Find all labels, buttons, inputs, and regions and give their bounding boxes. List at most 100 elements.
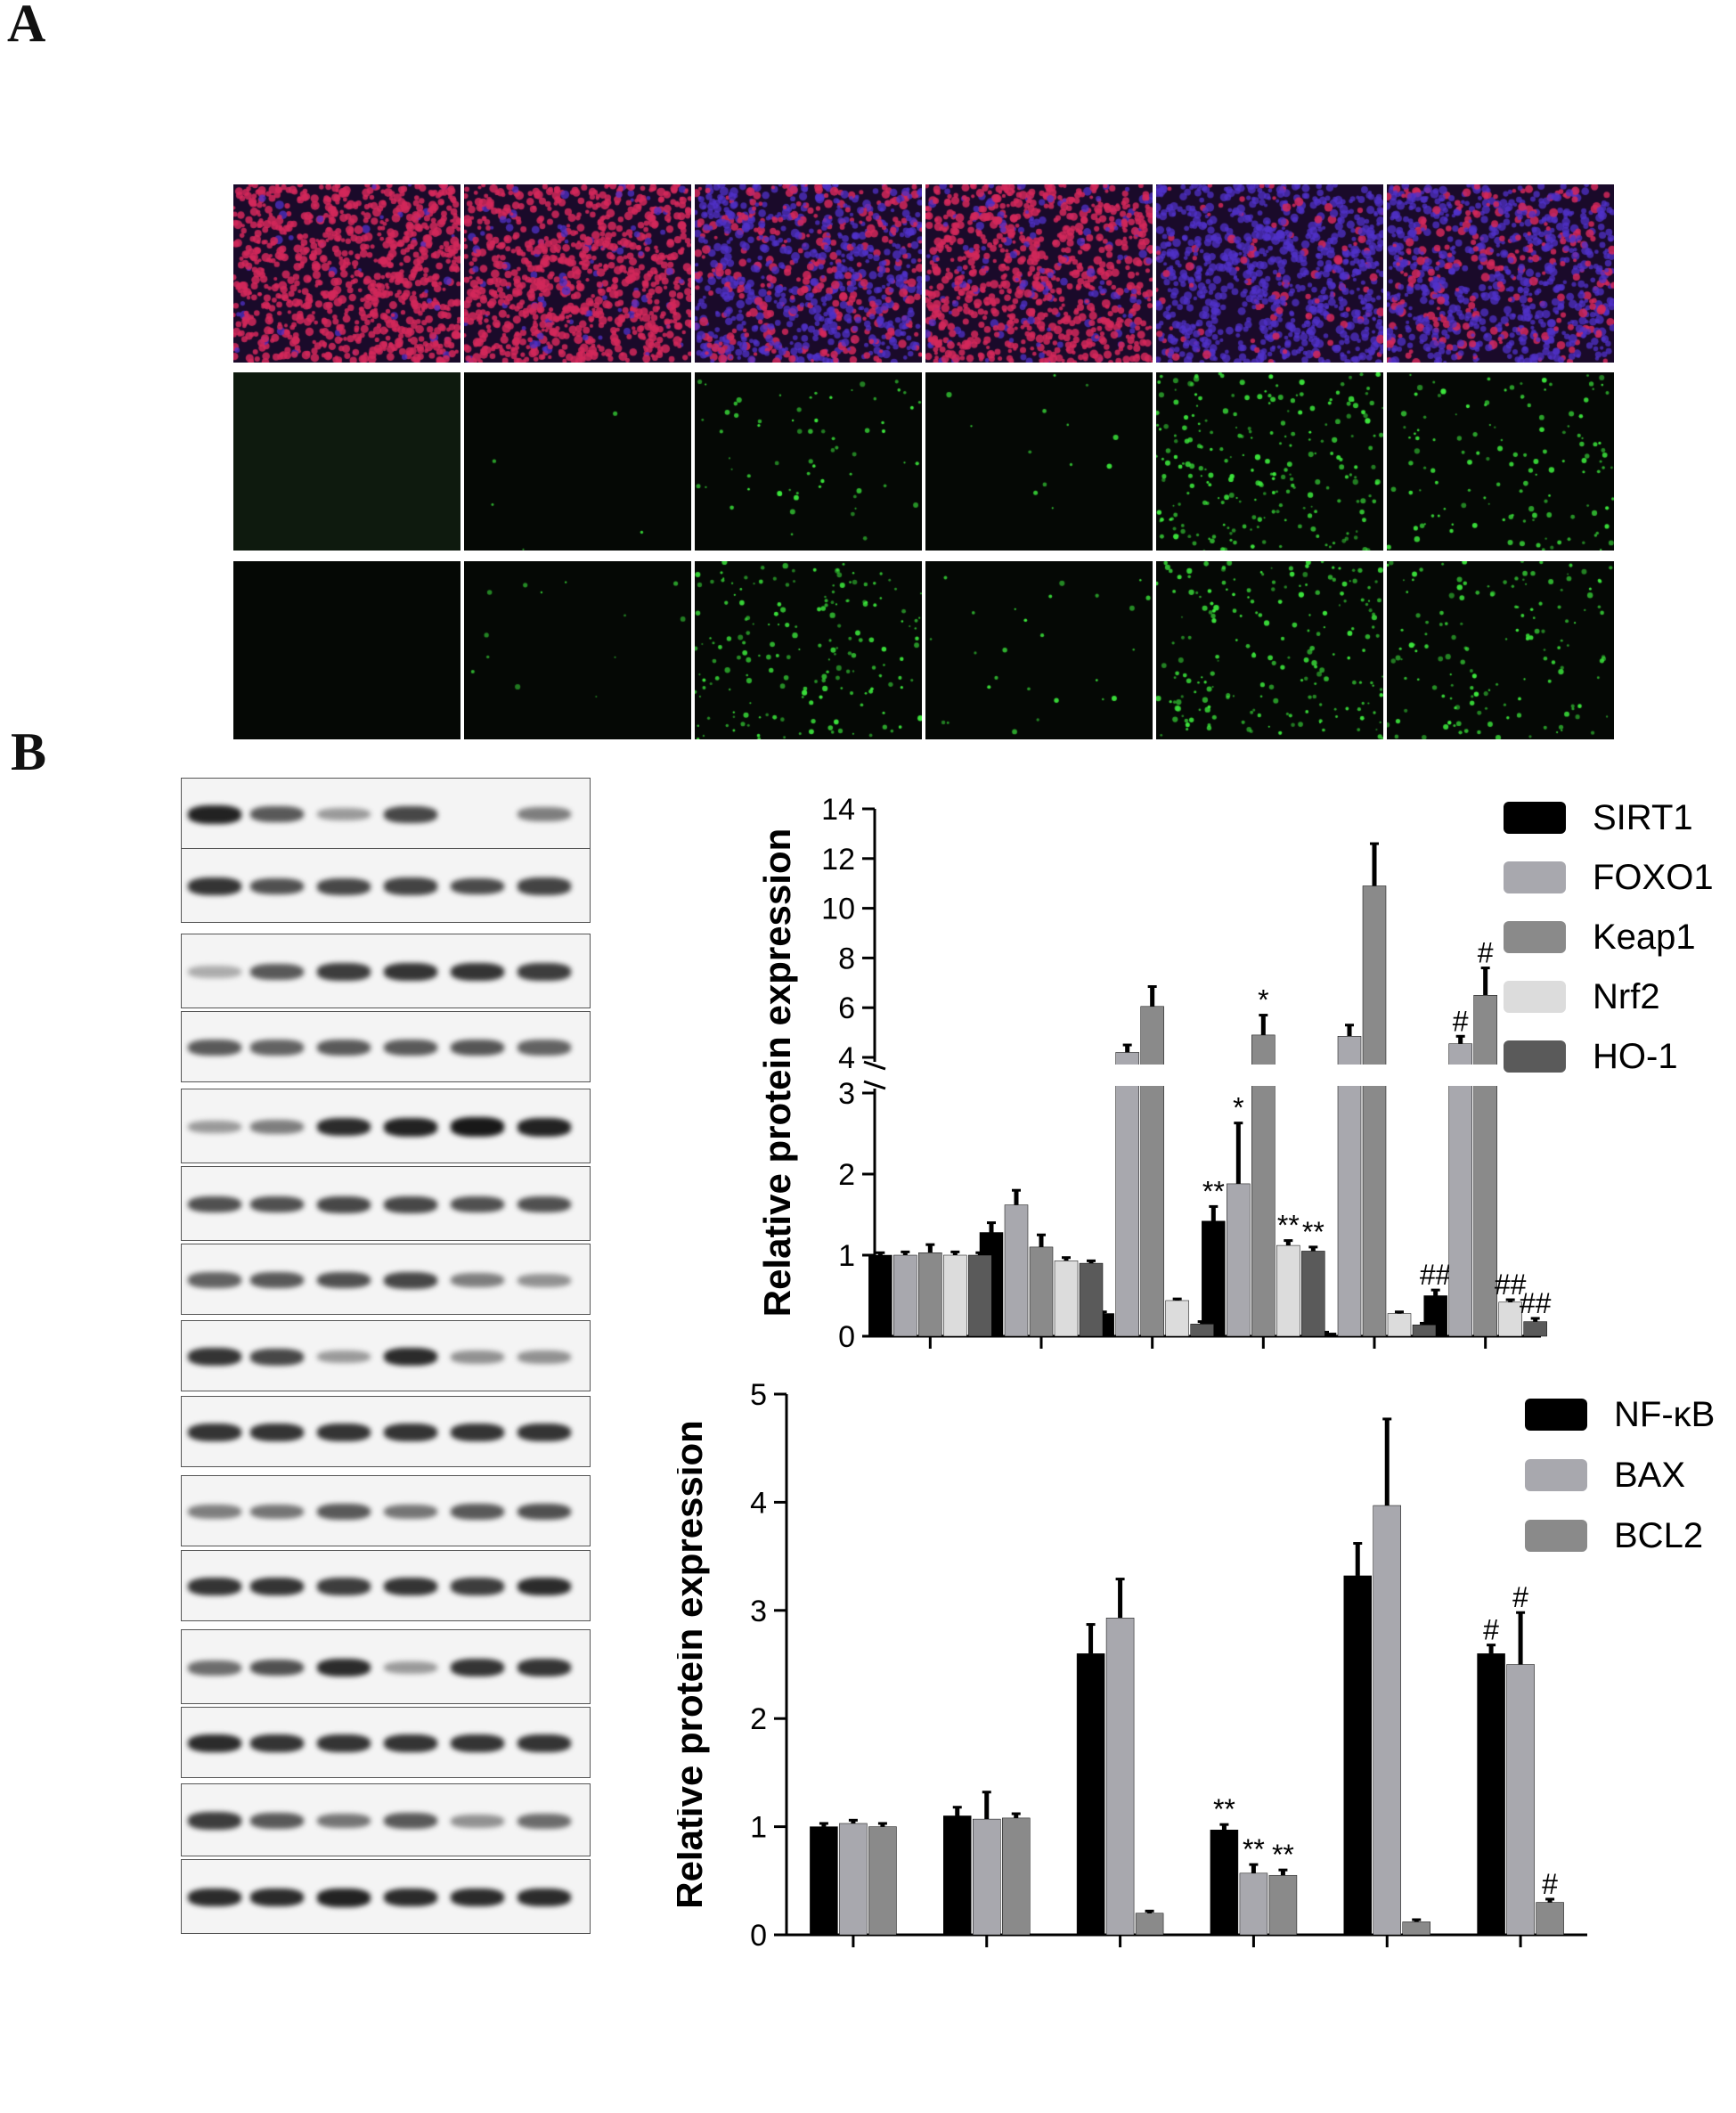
blot-band <box>317 1271 371 1289</box>
blot-strip <box>181 1550 591 1621</box>
bar <box>1135 1913 1164 1936</box>
blot-band <box>518 1117 571 1137</box>
legend-label: HO-1 <box>1593 1037 1678 1076</box>
significance-mark: ** <box>1213 1793 1235 1825</box>
legend-swatch <box>1525 1399 1587 1431</box>
bar <box>1473 995 1497 1337</box>
significance-mark: ** <box>1202 1175 1225 1207</box>
blot-band <box>518 1350 571 1364</box>
bar <box>1337 1036 1362 1337</box>
bar <box>1140 1006 1164 1337</box>
blot-band <box>384 1117 437 1137</box>
blot-strip <box>181 1783 591 1856</box>
blot-band <box>317 1117 371 1137</box>
blot-band <box>451 1578 504 1595</box>
bar <box>868 1254 892 1337</box>
y-tick-label: 2 <box>750 1702 767 1736</box>
blot-band <box>317 1888 371 1907</box>
legend-label: BCL2 <box>1614 1516 1703 1555</box>
micrograph-ros <box>925 372 1153 551</box>
blot-band <box>451 1039 504 1056</box>
bar <box>1002 1817 1031 1936</box>
micrograph-tunel <box>925 561 1153 739</box>
blot-band <box>451 1659 504 1677</box>
blot-band <box>250 1424 304 1441</box>
bar <box>1448 1043 1472 1337</box>
blot-band <box>384 963 437 981</box>
micrograph-sirt1 <box>233 184 460 363</box>
significance-mark: ** <box>1243 1833 1265 1865</box>
bar <box>1343 1575 1372 1936</box>
blot-band <box>250 1888 304 1907</box>
y-axis-label: Relative protein expression <box>756 828 798 1318</box>
micrograph-tunel <box>695 561 922 739</box>
blot-band <box>188 1272 241 1288</box>
y-tick-label: 4 <box>750 1486 767 1520</box>
blot-band <box>518 1273 571 1287</box>
bar <box>973 1818 1001 1936</box>
bar <box>1536 1902 1564 1936</box>
bar <box>968 1254 992 1337</box>
blot-band <box>384 1347 437 1367</box>
micrograph-tunel <box>1156 561 1383 739</box>
blot-band <box>451 1814 504 1828</box>
panel-a-label: A <box>7 0 46 53</box>
micrograph-ros <box>464 372 691 551</box>
blot-band <box>188 1040 241 1056</box>
bar <box>1523 1321 1547 1337</box>
significance-mark: # <box>1542 1868 1558 1900</box>
bar <box>1115 1052 1139 1337</box>
blot-band <box>384 1040 437 1056</box>
bar <box>1498 1301 1522 1337</box>
legend-swatch <box>1504 1040 1566 1073</box>
bar <box>1227 1183 1251 1337</box>
stain-label <box>174 570 227 730</box>
bar <box>1079 1262 1104 1337</box>
bar <box>1477 1653 1505 1936</box>
blot-band <box>384 1195 437 1213</box>
blot-band <box>451 963 504 981</box>
micrograph-tunel <box>464 561 691 739</box>
blot-band <box>188 1348 241 1366</box>
micrograph-ros <box>1156 372 1383 551</box>
legend-label: FOXO1 <box>1593 858 1714 897</box>
blot-band <box>518 1734 571 1752</box>
significance-mark: ## <box>1420 1259 1452 1291</box>
blot-band <box>317 1504 371 1520</box>
blot-band <box>188 1660 241 1676</box>
significance-mark: # <box>1483 1614 1499 1646</box>
blot-band <box>317 1578 371 1595</box>
blot-band <box>451 1504 504 1520</box>
bar <box>1362 885 1387 1337</box>
legend-swatch <box>1504 921 1566 953</box>
panel-b-label: B <box>11 722 47 781</box>
micrograph-sirt1 <box>1387 184 1614 363</box>
blot-band <box>518 1195 571 1213</box>
blot-band <box>317 807 371 821</box>
blot-strip <box>181 934 591 1008</box>
blot-band <box>317 1734 371 1752</box>
blot-strip <box>181 848 591 923</box>
bar <box>1412 1325 1437 1337</box>
micrograph-ros <box>695 372 922 551</box>
y-tick-label: 10 <box>821 893 855 926</box>
micrograph-tunel <box>233 561 460 739</box>
bar <box>1054 1260 1079 1337</box>
chart-apoptosis-proteins: 0 1 2 3 4 5 Relative protein expression ** # ** # *… <box>677 1378 1715 1953</box>
blot-band <box>250 1120 304 1134</box>
legend-swatch <box>1504 861 1566 893</box>
blot-strip <box>181 778 591 849</box>
y-tick-label: 2 <box>838 1158 855 1192</box>
bar <box>943 1815 972 1936</box>
axis-break <box>866 1065 1550 1086</box>
blot-band <box>451 1888 504 1907</box>
y-tick-label: 0 <box>750 1919 767 1953</box>
y-tick-label: 14 <box>821 793 855 827</box>
y-tick-label: 3 <box>838 1077 855 1111</box>
blot-band <box>518 963 571 981</box>
blot-band <box>317 1813 371 1829</box>
blot-band <box>451 1273 504 1287</box>
blot-band <box>188 804 241 824</box>
blot-band <box>250 1504 304 1520</box>
legend-swatch <box>1504 981 1566 1013</box>
